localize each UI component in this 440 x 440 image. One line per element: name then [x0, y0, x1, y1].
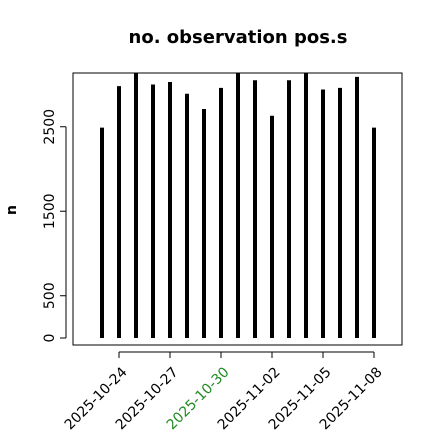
y-tick-label: 1500 [42, 193, 58, 229]
bars [100, 73, 376, 338]
chart-title: no. observation pos.s [129, 27, 348, 48]
y-tick-label: 0 [42, 334, 58, 343]
y-axis-label: n [4, 205, 20, 215]
y-tick-label: 2500 [42, 109, 58, 145]
y-tick-label: 500 [42, 282, 58, 309]
